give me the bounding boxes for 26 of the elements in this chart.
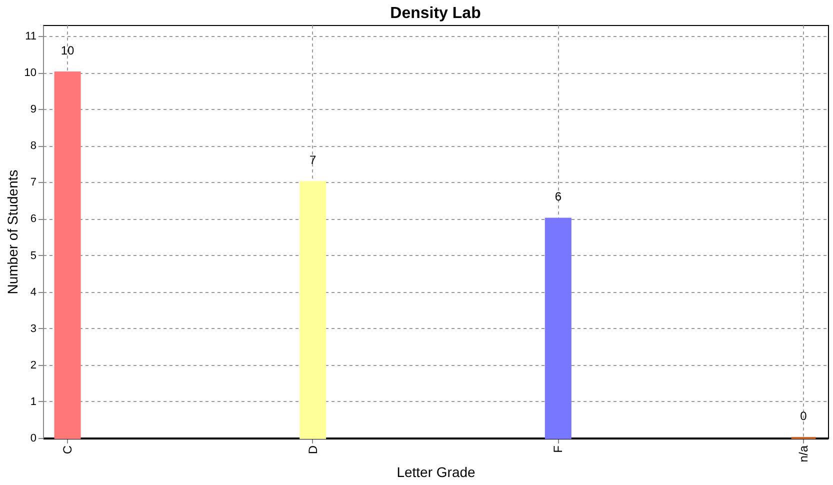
y-tick-label: 9 bbox=[30, 104, 36, 116]
x-tick-label: C bbox=[60, 445, 75, 454]
y-tick-label: 11 bbox=[25, 30, 36, 42]
y-tick-label: 10 bbox=[24, 67, 36, 80]
y-tick-label: 2 bbox=[30, 359, 36, 372]
bar bbox=[300, 181, 326, 439]
y-tick-label: 3 bbox=[30, 322, 36, 335]
chart-title: Density Lab bbox=[390, 5, 482, 22]
y-tick-label: 6 bbox=[30, 213, 36, 226]
y-tick-label: 1 bbox=[30, 396, 36, 408]
data-label: 7 bbox=[310, 153, 316, 168]
data-label: 6 bbox=[554, 190, 562, 204]
bar bbox=[544, 218, 572, 439]
data-label: 0 bbox=[800, 409, 808, 423]
y-tick-label: 7 bbox=[30, 176, 36, 189]
y-tick-label: 0 bbox=[30, 432, 36, 444]
y-tick-label: 5 bbox=[30, 250, 36, 262]
x-tick-label: D bbox=[306, 445, 320, 454]
y-tick-label: 4 bbox=[30, 286, 36, 298]
x-tick-label: n/a bbox=[796, 445, 810, 462]
y-tick-label: 8 bbox=[30, 140, 36, 152]
x-tick-label: F bbox=[551, 446, 566, 453]
y-axis-title: Number of Students bbox=[4, 170, 20, 294]
data-label: 10 bbox=[60, 44, 75, 58]
bar bbox=[54, 72, 81, 439]
x-axis-title: Letter Grade bbox=[396, 464, 476, 480]
